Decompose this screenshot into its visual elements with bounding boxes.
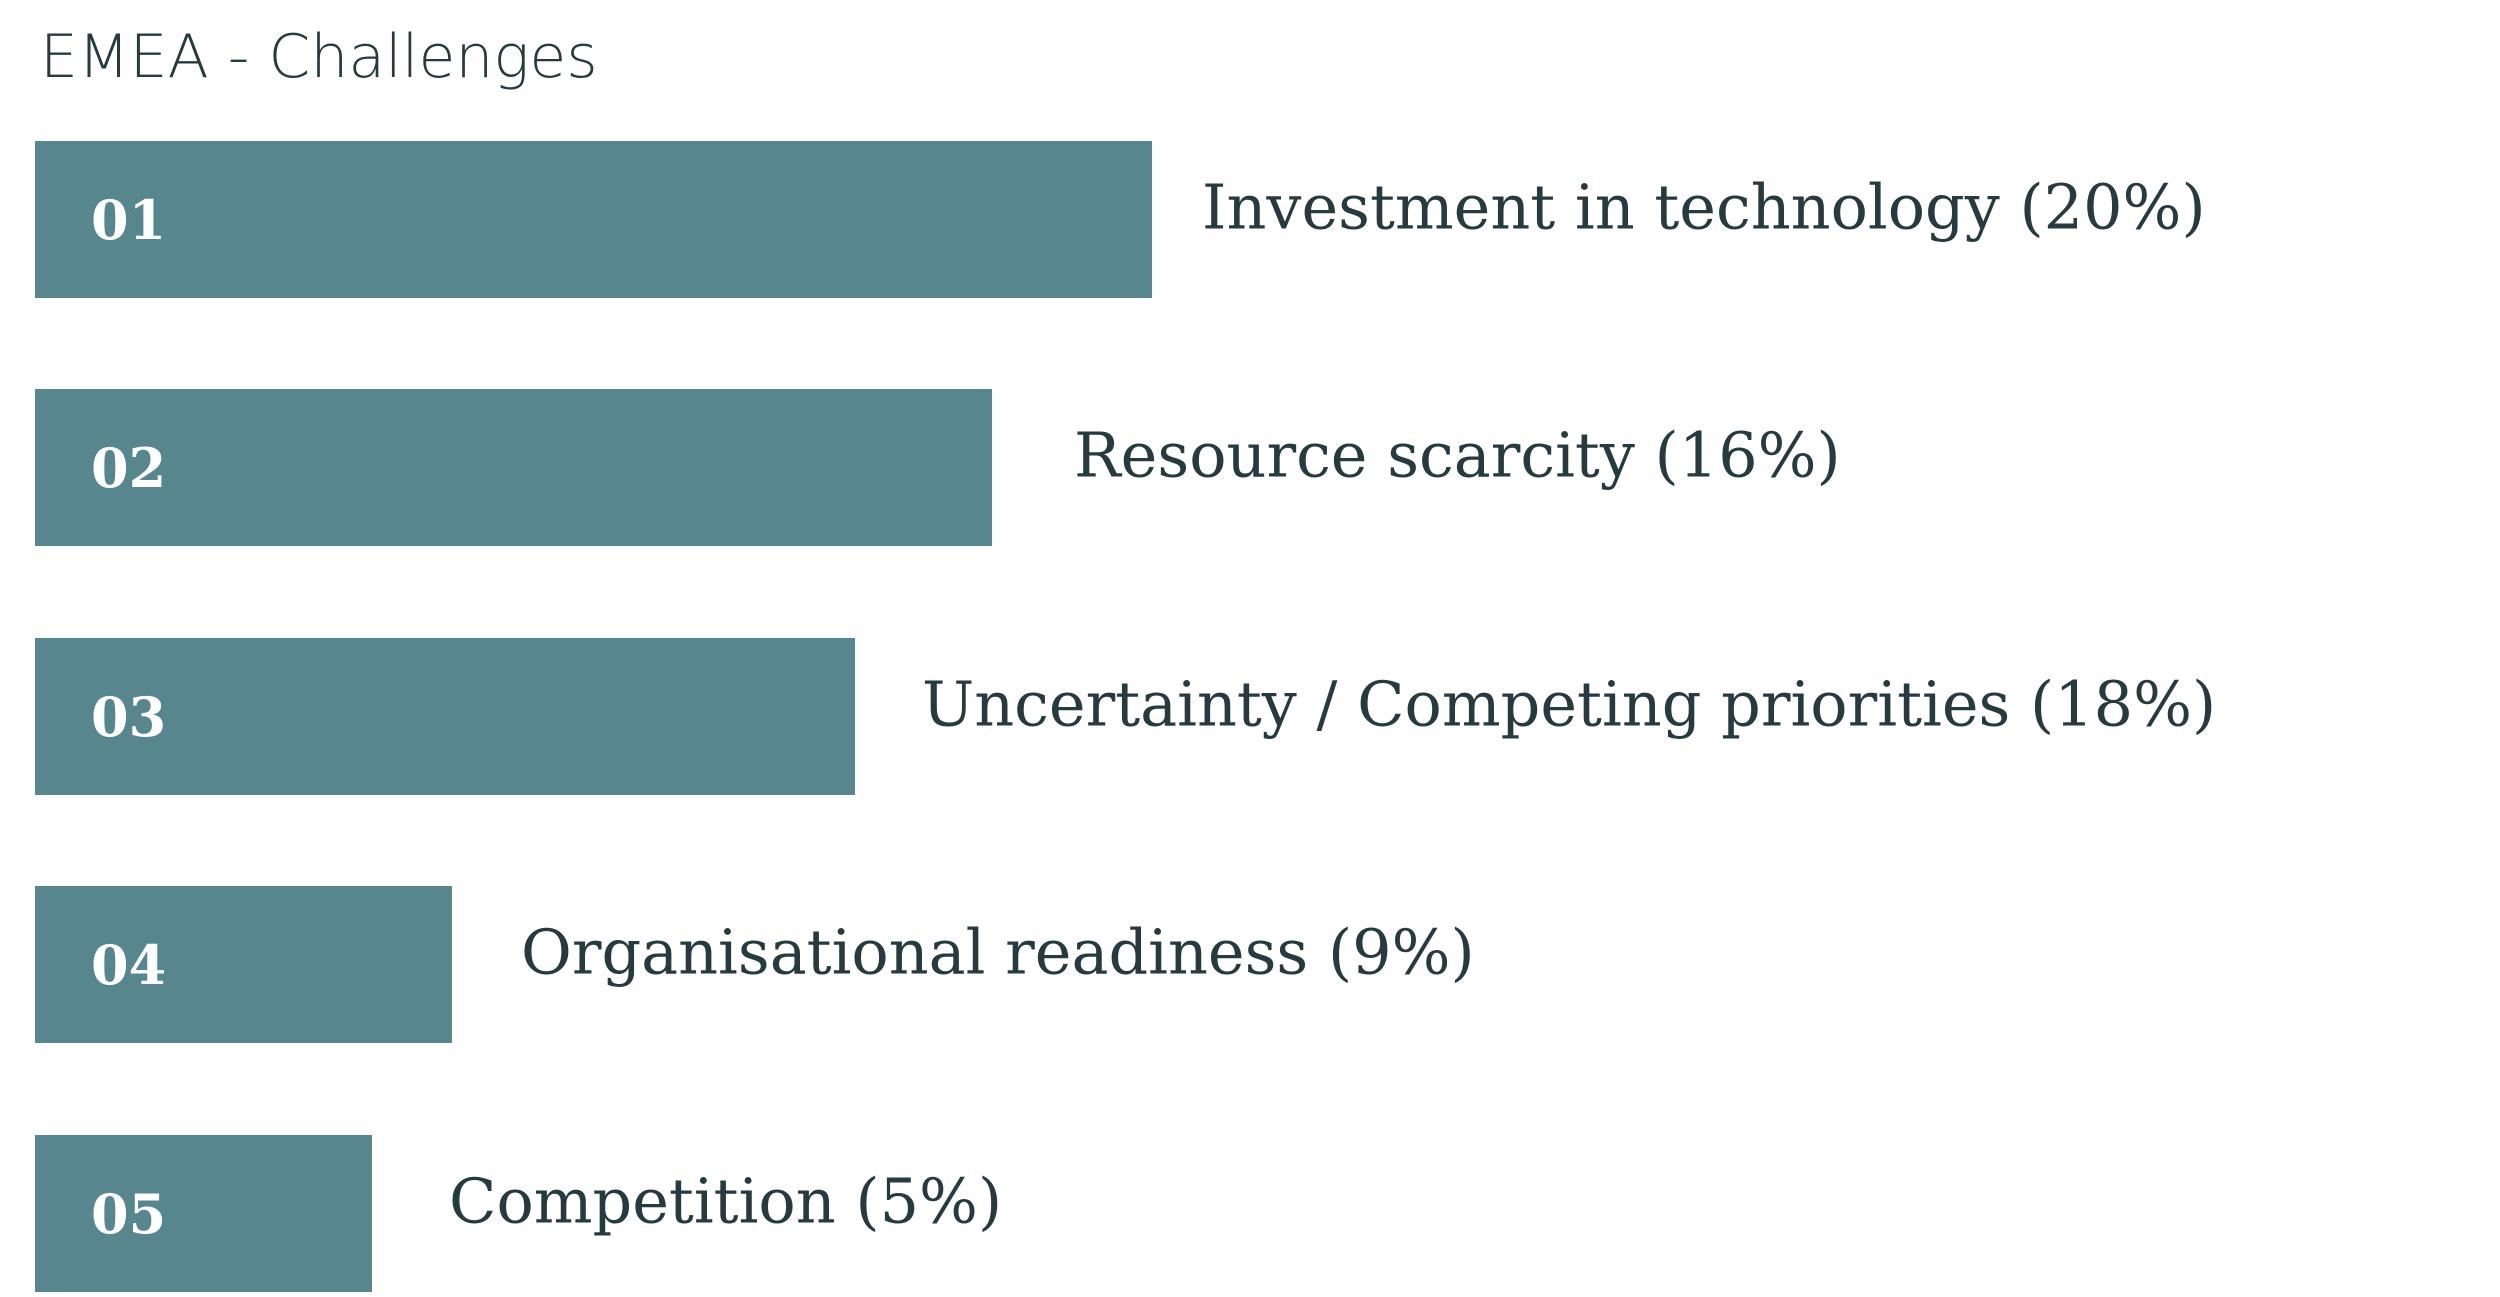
title: EMEA - Challenges bbox=[40, 22, 598, 92]
bar: 01 bbox=[35, 141, 1152, 298]
bar: 04 bbox=[35, 886, 452, 1043]
bar: 02 bbox=[35, 389, 992, 546]
item-number: 02 bbox=[91, 435, 167, 500]
item-label: Investment in technology (20%) bbox=[1202, 170, 2206, 244]
bar: 05 bbox=[35, 1135, 372, 1292]
item-number: 04 bbox=[91, 932, 167, 997]
item-number: 03 bbox=[91, 684, 167, 749]
bar: 03 bbox=[35, 638, 855, 795]
item-label: Organisational readiness (9%) bbox=[521, 915, 1475, 989]
item-number: 01 bbox=[91, 187, 167, 252]
item-label: Uncertainty / Competing priorities (18%) bbox=[922, 667, 2217, 741]
item-label: Resource scarcity (16%) bbox=[1074, 418, 1841, 492]
item-number: 05 bbox=[91, 1181, 167, 1246]
item-label: Competition (5%) bbox=[449, 1164, 1003, 1238]
